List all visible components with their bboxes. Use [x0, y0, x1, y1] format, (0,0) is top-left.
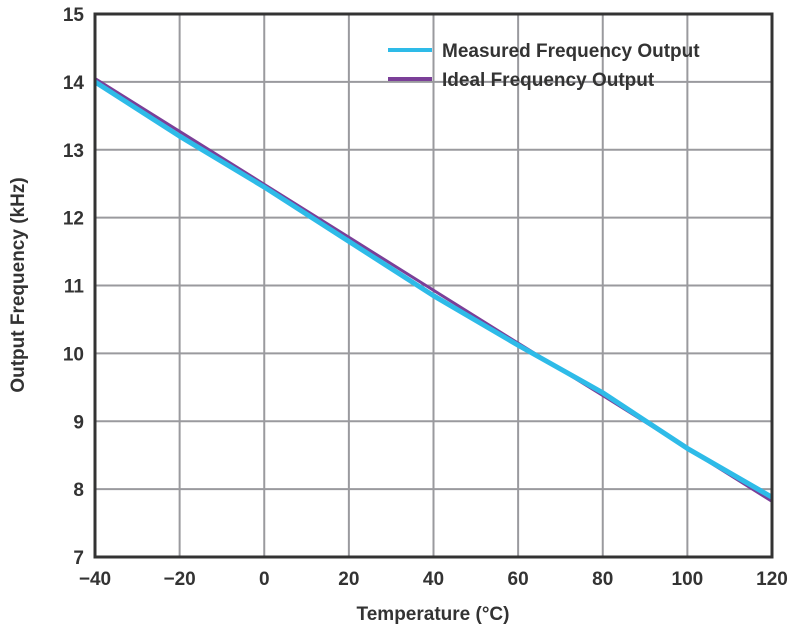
y-tick-label: 11: [64, 277, 85, 298]
x-tick-label: −20: [164, 569, 196, 590]
y-tick-label: 13: [63, 141, 84, 162]
series-lines: [93, 77, 774, 503]
x-tick-label: 80: [592, 569, 613, 590]
x-axis-label: Temperature (°C): [357, 604, 510, 625]
x-tick-label: 40: [423, 569, 444, 590]
y-tick-label: 7: [73, 548, 84, 569]
x-tick-label: 20: [338, 569, 359, 590]
y-tick-label: 14: [63, 73, 85, 94]
y-tick-label: 15: [63, 5, 85, 26]
series-line: [93, 79, 774, 500]
y-axis-label: Output Frequency (kHz): [8, 177, 29, 392]
grid: [94, 13, 773, 558]
y-tick-label: 9: [73, 412, 84, 433]
y-tick-label: 10: [63, 344, 84, 365]
plot-frame: [93, 12, 774, 559]
legend: Measured Frequency Output Ideal Frequency…: [388, 41, 700, 91]
x-tick-label: 120: [756, 569, 788, 590]
x-tick-label: −40: [79, 569, 111, 590]
legend-label: Ideal Frequency Output: [442, 70, 655, 91]
x-tick-label: 100: [672, 569, 704, 590]
x-tick-label: 60: [508, 569, 529, 590]
x-tick-label: 0: [259, 569, 270, 590]
legend-label: Measured Frequency Output: [442, 41, 700, 62]
tick-labels: −40 −20 0 20 40 60 80 100 120 7 8 9 10 11 12 13 14 15: [63, 5, 788, 590]
y-tick-label: 8: [73, 480, 84, 501]
y-tick-label: 12: [63, 209, 84, 230]
